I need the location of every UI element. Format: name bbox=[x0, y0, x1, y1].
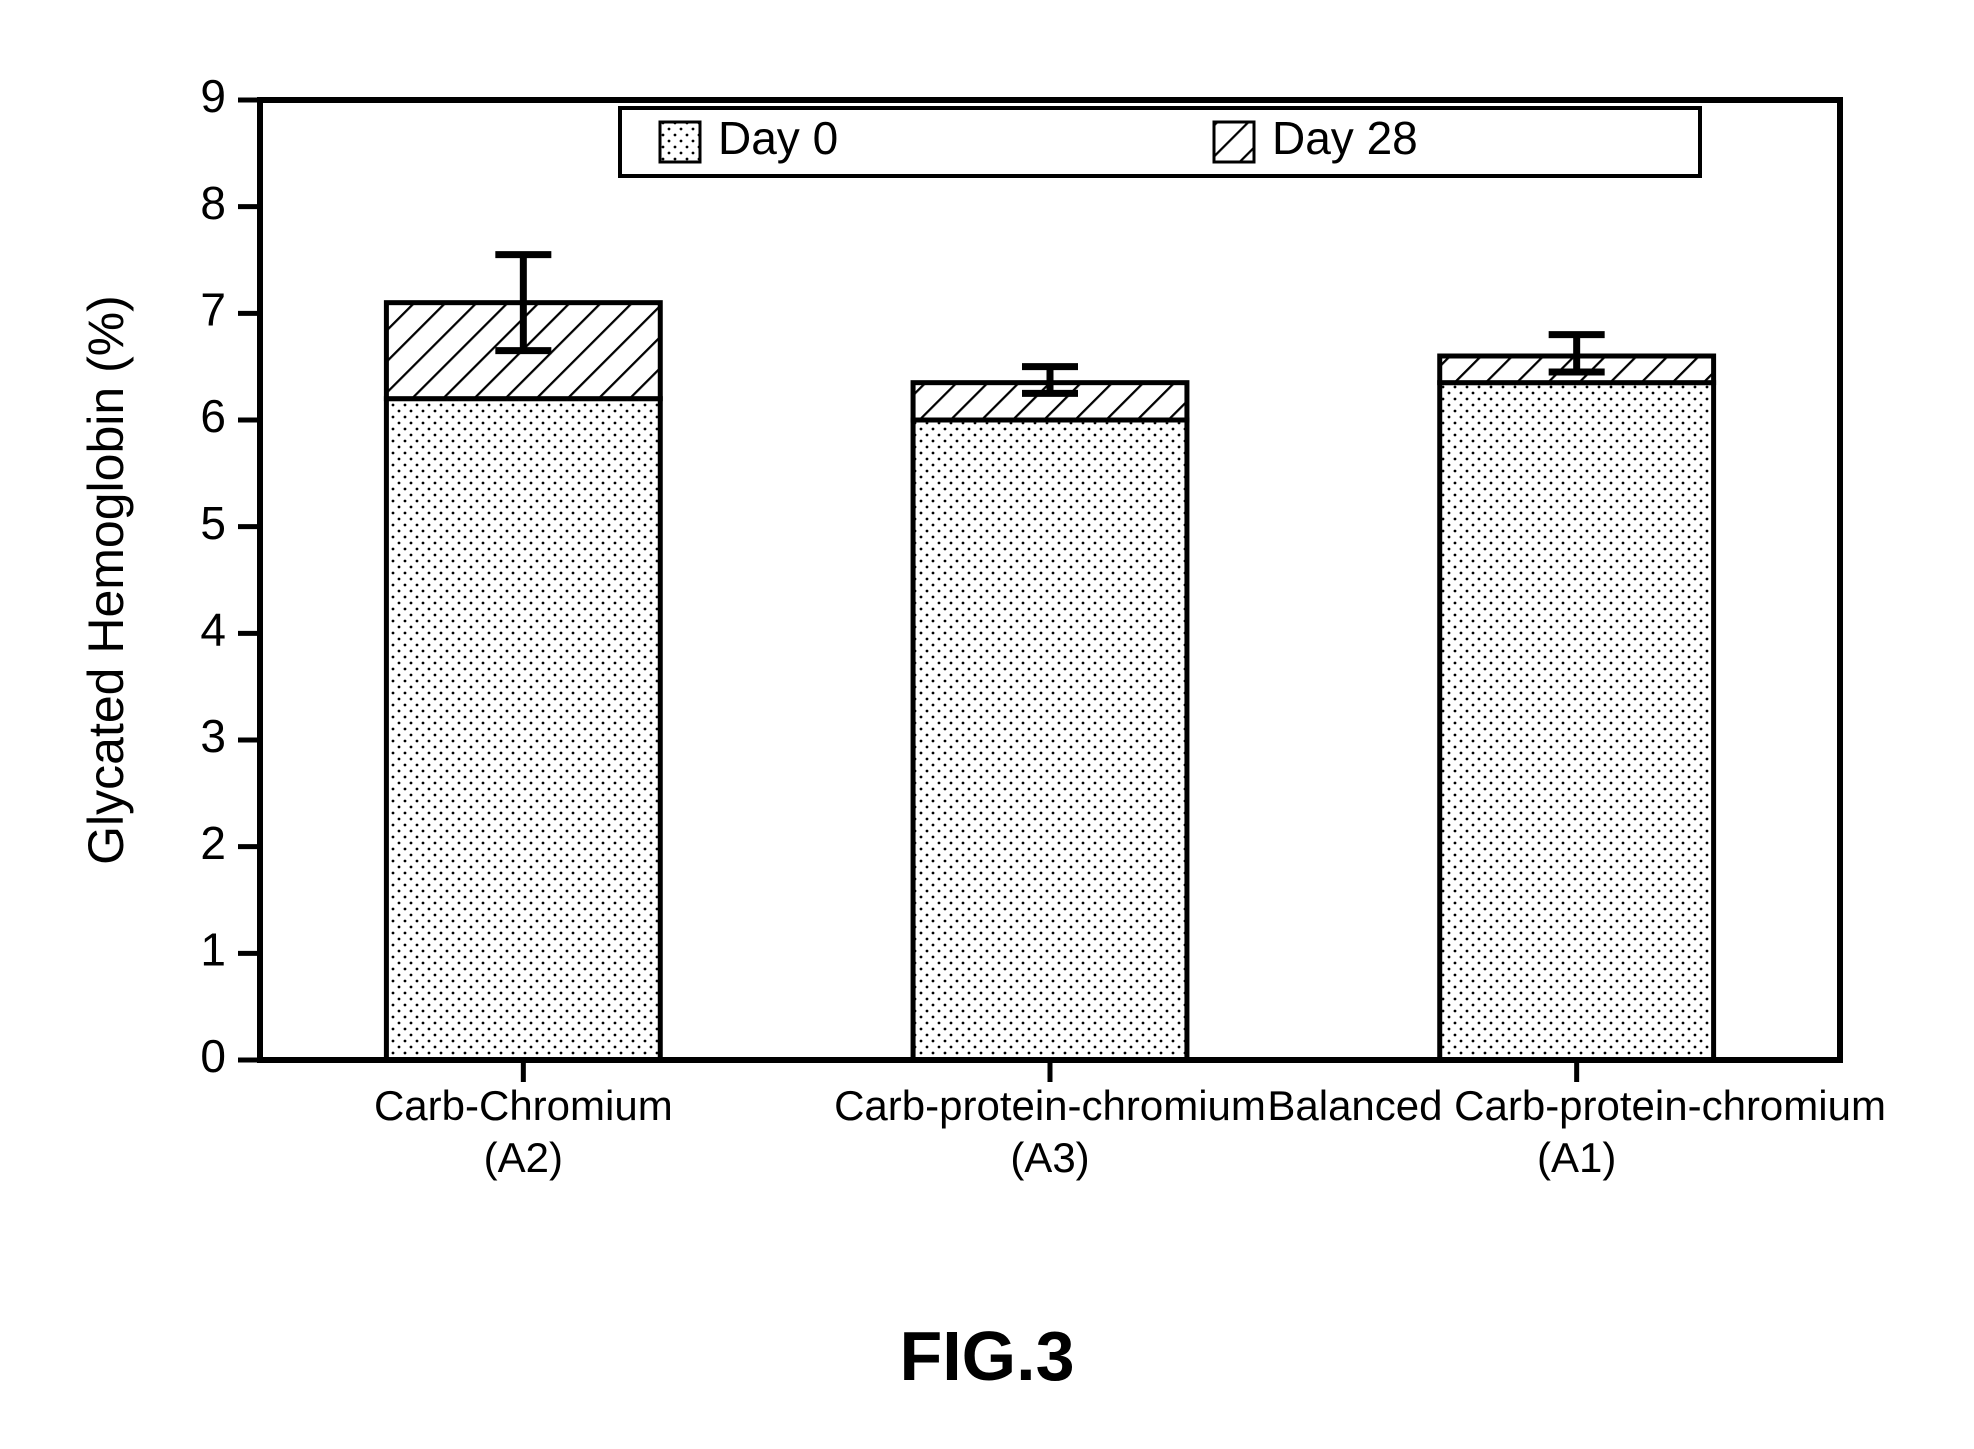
x-tick-label-line1: Balanced Carb-protein-chromium bbox=[1267, 1082, 1886, 1129]
x-tick-label-line2: (A1) bbox=[1537, 1134, 1616, 1181]
legend-label: Day 0 bbox=[718, 112, 838, 164]
y-tick-label: 7 bbox=[200, 283, 226, 335]
legend-swatch bbox=[660, 122, 700, 162]
y-tick-label: 0 bbox=[200, 1030, 226, 1082]
figure-label: FIG.3 bbox=[899, 1317, 1074, 1395]
bar-day0 bbox=[913, 420, 1187, 1060]
chart-svg: 0 1 2 3 4 5 6 7 8 9 Glycated Hemoglobin (%) Carb-Ch… bbox=[0, 0, 1974, 1449]
y-tick-label: 1 bbox=[200, 923, 226, 975]
x-tick-label-line2: (A3) bbox=[1010, 1134, 1089, 1181]
x-tick-label-line2: (A2) bbox=[484, 1134, 563, 1181]
legend-swatch bbox=[1214, 122, 1254, 162]
legend-label: Day 28 bbox=[1272, 112, 1418, 164]
y-axis-label: Glycated Hemoglobin (%) bbox=[78, 295, 134, 865]
y-tick-label: 4 bbox=[200, 603, 226, 655]
bar-day0 bbox=[1440, 383, 1714, 1060]
y-tick-label: 2 bbox=[200, 817, 226, 869]
bar-day0 bbox=[386, 399, 660, 1060]
y-tick-label: 3 bbox=[200, 710, 226, 762]
y-tick-label: 6 bbox=[200, 390, 226, 442]
y-tick-label: 5 bbox=[200, 497, 226, 549]
x-tick-label-line1: Carb-protein-chromium bbox=[834, 1082, 1266, 1129]
y-tick-label: 9 bbox=[200, 70, 226, 122]
y-tick-label: 8 bbox=[200, 177, 226, 229]
x-tick-label-line1: Carb-Chromium bbox=[374, 1082, 673, 1129]
figure-container: 0 1 2 3 4 5 6 7 8 9 Glycated Hemoglobin (%) Carb-Ch… bbox=[0, 0, 1974, 1449]
